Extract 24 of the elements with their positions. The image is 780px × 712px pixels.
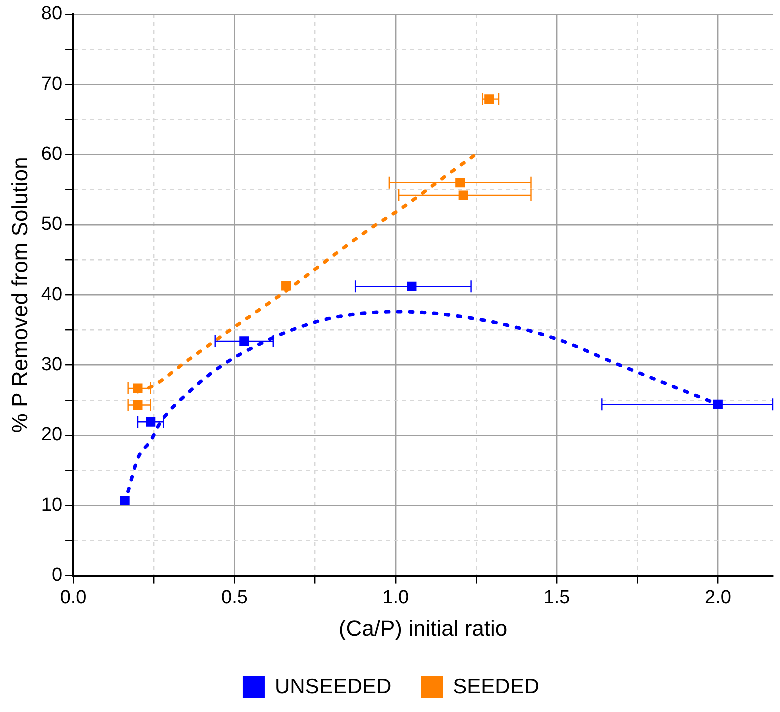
point <box>146 417 156 427</box>
y-tick-label: 60 <box>41 144 63 165</box>
x-axis-title: (Ca/P) initial ratio <box>338 616 508 641</box>
x-tick-label: 1.0 <box>382 587 410 608</box>
legend-label: UNSEEDED <box>274 675 392 698</box>
point <box>120 496 130 506</box>
y-tick-label: 20 <box>41 424 63 446</box>
y-axis-title: % P Removed from Solution <box>7 157 32 434</box>
legend-label: SEEDED <box>453 675 540 698</box>
x-tick-label: 0.0 <box>60 587 87 608</box>
y-tick-label: 10 <box>41 494 63 516</box>
x-tick-label: 2.0 <box>704 587 732 608</box>
y-tick-label: 0 <box>52 565 63 586</box>
y-tick-label: 80 <box>41 4 63 25</box>
x-tick-label: 0.5 <box>221 587 248 608</box>
point <box>282 281 292 291</box>
y-tick-label: 70 <box>41 74 63 95</box>
y-tick-label: 30 <box>41 354 63 376</box>
x-tick-label: 1.5 <box>544 587 570 608</box>
point <box>240 336 250 346</box>
y-tick-label: 50 <box>41 214 63 236</box>
point <box>713 400 723 410</box>
point <box>458 190 468 200</box>
y-tick-label: 40 <box>41 284 63 306</box>
